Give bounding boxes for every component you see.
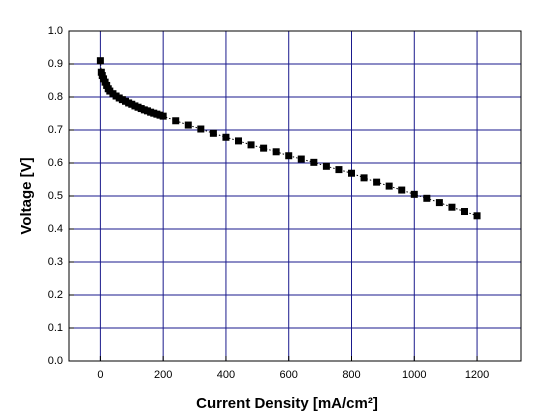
data-point xyxy=(297,155,305,163)
data-point xyxy=(159,112,167,120)
data-point xyxy=(335,166,343,174)
data-point xyxy=(247,141,255,149)
x-tick-label: 400 xyxy=(217,369,235,381)
data-point xyxy=(348,169,355,177)
data-point xyxy=(322,162,330,170)
data-point xyxy=(184,121,192,129)
data-point xyxy=(473,212,481,220)
data-point xyxy=(285,152,293,160)
data-point xyxy=(96,57,104,65)
data-point xyxy=(398,186,406,194)
y-tick-label: 1.0 xyxy=(48,25,63,37)
data-point xyxy=(197,125,205,133)
x-tick-label: 800 xyxy=(342,369,360,381)
y-tick-label: 0.5 xyxy=(48,190,63,202)
data-point xyxy=(435,199,443,207)
data-point xyxy=(410,190,418,198)
data-point xyxy=(310,158,318,166)
data-point xyxy=(222,133,230,141)
data-point xyxy=(360,174,368,182)
x-tick-label: 1000 xyxy=(402,369,426,381)
x-axis-title: Current Density [mA/cm²] xyxy=(196,395,378,412)
data-point xyxy=(448,203,456,211)
y-tick-label: 0.1 xyxy=(48,322,63,334)
data-point xyxy=(461,208,468,216)
data-point xyxy=(260,144,268,152)
y-tick-label: 0.7 xyxy=(48,124,63,136)
data-point xyxy=(209,129,217,137)
data-point xyxy=(272,148,280,156)
x-tick-label: 200 xyxy=(154,369,172,381)
y-tick-label: 0.2 xyxy=(48,289,63,301)
y-tick-label: 0.0 xyxy=(48,355,63,367)
data-point xyxy=(373,178,381,186)
x-tick-label: 600 xyxy=(280,369,298,381)
y-tick-label: 0.9 xyxy=(48,58,63,70)
y-tick-label: 0.4 xyxy=(48,223,63,235)
data-point xyxy=(235,137,242,145)
y-axis-title: Voltage [V] xyxy=(18,157,35,234)
data-point xyxy=(385,182,393,190)
x-tick-label: 0 xyxy=(97,369,103,381)
data-point xyxy=(423,194,431,202)
data-point xyxy=(172,117,180,125)
y-tick-label: 0.6 xyxy=(48,157,63,169)
x-tick-label: 1200 xyxy=(465,369,489,381)
plot-frame xyxy=(68,30,522,362)
y-tick-label: 0.8 xyxy=(48,91,63,103)
y-tick-label: 0.3 xyxy=(48,256,63,268)
